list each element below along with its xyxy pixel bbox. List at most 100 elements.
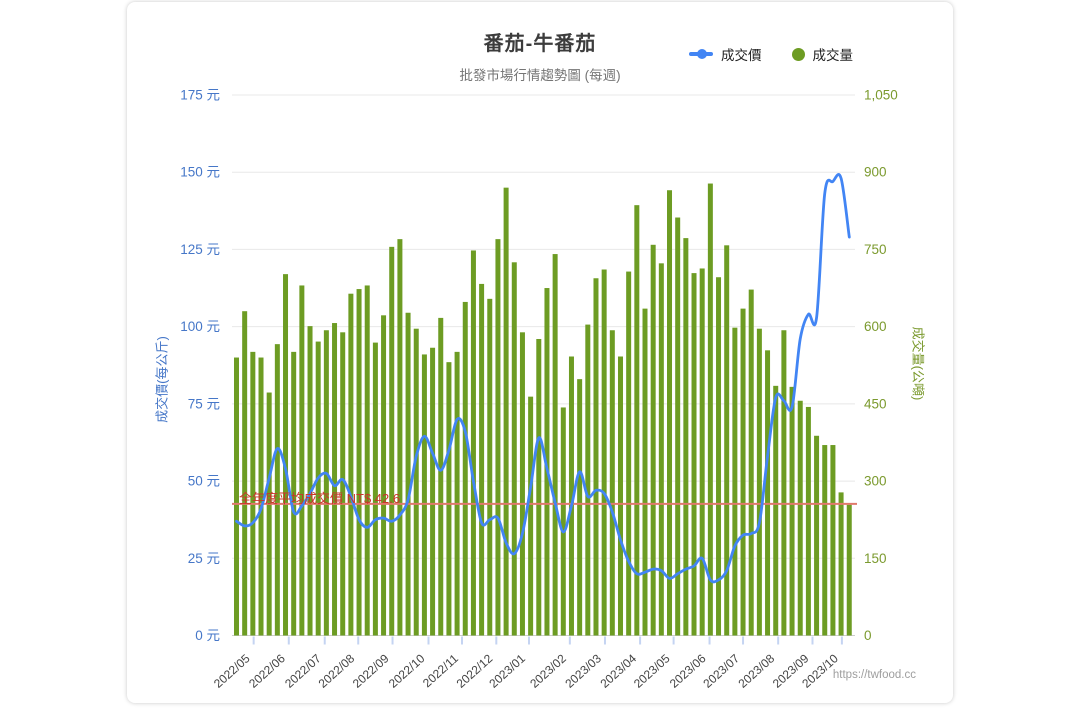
volume-bar[interactable] — [748, 289, 754, 636]
chart-title: 番茄-牛番茄 — [483, 33, 597, 55]
volume-bar[interactable] — [683, 238, 689, 636]
volume-bar[interactable] — [487, 298, 493, 636]
svg-text:2023/01: 2023/01 — [486, 651, 528, 691]
volume-bar[interactable] — [773, 385, 779, 636]
volume-bar[interactable] — [315, 341, 321, 636]
volume-bar[interactable] — [462, 301, 468, 636]
volume-bar[interactable] — [356, 289, 362, 636]
volume-bar[interactable] — [421, 354, 427, 636]
svg-text:2022/11: 2022/11 — [420, 651, 461, 690]
volume-bar[interactable] — [789, 386, 795, 636]
volume-bar[interactable] — [797, 400, 803, 636]
volume-bar[interactable] — [568, 356, 574, 636]
price-line[interactable] — [235, 173, 851, 584]
volume-bar[interactable] — [397, 239, 403, 636]
volume-bar[interactable] — [617, 356, 623, 636]
left-axis-tick-labels: 0 元 25 元 50 元 75 元 100 元 125 元 150 元 175 元 — [180, 88, 220, 644]
svg-text:150 元: 150 元 — [180, 165, 220, 180]
volume-bar[interactable] — [299, 285, 305, 636]
volume-bar[interactable] — [650, 244, 656, 636]
volume-bar[interactable] — [716, 277, 722, 636]
volume-bar[interactable] — [724, 245, 730, 636]
svg-text:2023/04: 2023/04 — [597, 651, 639, 691]
volume-bar[interactable] — [372, 342, 378, 636]
legend-price-label: 成交價 — [721, 48, 762, 63]
volume-bar[interactable] — [258, 357, 264, 636]
volume-bar[interactable] — [838, 492, 844, 636]
volume-bar[interactable] — [323, 330, 329, 636]
volume-bar[interactable] — [528, 396, 534, 636]
volume-bar[interactable] — [291, 351, 297, 636]
volume-bar[interactable] — [781, 330, 787, 636]
volume-bar[interactable] — [609, 330, 615, 636]
volume-bar[interactable] — [266, 392, 272, 636]
volume-bar[interactable] — [332, 323, 338, 636]
volume-bar[interactable] — [470, 250, 476, 636]
volume-bar[interactable] — [626, 271, 632, 636]
volume-bar[interactable] — [552, 254, 558, 636]
legend-item-price[interactable]: 成交價 — [689, 44, 762, 64]
volume-bar[interactable] — [438, 317, 444, 636]
volume-bar[interactable] — [667, 190, 673, 636]
volume-bar[interactable] — [283, 274, 289, 636]
volume-bar[interactable] — [544, 288, 550, 636]
volume-bar[interactable] — [560, 407, 566, 636]
svg-text:150: 150 — [864, 551, 887, 566]
volume-bar[interactable] — [740, 308, 746, 636]
volume-bar[interactable] — [234, 357, 239, 636]
volume-bar[interactable] — [822, 445, 828, 636]
volume-bar[interactable] — [601, 269, 607, 636]
legend-item-volume[interactable]: 成交量 — [791, 44, 853, 64]
svg-text:2022/06: 2022/06 — [246, 651, 288, 691]
volume-bar[interactable] — [381, 315, 387, 636]
svg-text:2023/02: 2023/02 — [527, 651, 569, 691]
volume-bar[interactable] — [340, 332, 346, 636]
volume-bar[interactable] — [519, 332, 525, 636]
volume-bar[interactable] — [454, 351, 460, 636]
volume-bar[interactable] — [364, 285, 370, 636]
left-axis-title: 成交價(每公斤) — [154, 336, 170, 423]
volume-bar[interactable] — [805, 406, 811, 636]
volume-bar[interactable] — [577, 379, 583, 636]
volume-bar[interactable] — [446, 362, 452, 636]
svg-text:2023/05: 2023/05 — [631, 651, 673, 691]
volume-bar[interactable] — [675, 217, 681, 636]
svg-text:0: 0 — [864, 628, 872, 643]
volume-bar[interactable] — [732, 327, 738, 636]
volume-bar[interactable] — [830, 445, 836, 636]
volume-bar[interactable] — [765, 350, 771, 636]
volume-bar[interactable] — [413, 328, 419, 636]
volume-bar[interactable] — [756, 328, 762, 636]
volume-bar[interactable] — [593, 278, 599, 636]
chart-subtitle: 批發市場行情趨勢圖 (每週) — [459, 68, 621, 83]
volume-bar[interactable] — [479, 283, 485, 636]
volume-bar[interactable] — [511, 262, 517, 636]
svg-text:750: 750 — [864, 242, 887, 257]
volume-bar[interactable] — [814, 435, 820, 636]
volume-bar[interactable] — [585, 324, 591, 636]
volume-bar[interactable] — [250, 351, 256, 636]
volume-bar[interactable] — [699, 268, 705, 636]
svg-text:125 元: 125 元 — [180, 242, 220, 257]
svg-text:2022/05: 2022/05 — [211, 651, 253, 691]
svg-text:175 元: 175 元 — [180, 88, 220, 103]
volume-bar[interactable] — [405, 312, 411, 636]
volume-bar[interactable] — [274, 344, 280, 636]
volume-bar[interactable] — [642, 308, 648, 636]
volume-bar[interactable] — [658, 263, 664, 636]
volume-bar[interactable] — [430, 347, 436, 636]
volume-bar[interactable] — [503, 187, 509, 636]
volume-bar[interactable] — [707, 183, 713, 636]
volume-bar[interactable] — [536, 338, 542, 636]
volume-bar[interactable] — [389, 246, 395, 636]
volume-bar[interactable] — [307, 326, 313, 636]
volume-bar[interactable] — [634, 205, 640, 636]
volume-bar[interactable] — [242, 311, 248, 636]
volume-bar[interactable] — [691, 273, 697, 636]
watermark-link: https://twfood.cc — [832, 669, 916, 681]
volume-bar[interactable] — [846, 504, 852, 636]
volume-bar[interactable] — [495, 239, 501, 636]
right-axis-tick-labels: 0 150 300 450 600 750 900 1,050 — [864, 88, 898, 644]
volume-bar[interactable] — [348, 293, 354, 636]
